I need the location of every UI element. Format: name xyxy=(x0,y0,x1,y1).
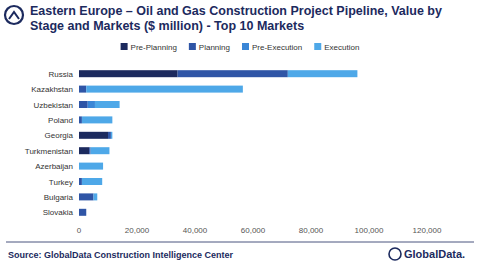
bar-segment xyxy=(86,209,87,216)
bar-segment xyxy=(79,101,88,108)
x-tick-label: 60,000 xyxy=(241,226,266,235)
legend-swatch xyxy=(189,43,196,50)
category-label: Azerbaijan xyxy=(35,162,73,171)
bar-segment xyxy=(110,132,111,139)
brand-icon xyxy=(389,248,401,260)
bar-segment xyxy=(79,70,178,77)
x-tick-label: 80,000 xyxy=(299,226,324,235)
legend-label: Execution xyxy=(324,43,359,52)
logo-mark xyxy=(9,12,19,19)
separator xyxy=(6,242,474,243)
bar-segment xyxy=(95,101,120,108)
chart: Eastern Europe – Oil and Gas Constructio… xyxy=(0,0,480,270)
x-tick-label: 0 xyxy=(77,226,82,235)
bar-segment xyxy=(94,193,98,200)
bar-segment xyxy=(89,147,90,154)
x-tick-label: 100,000 xyxy=(355,226,384,235)
x-tick xyxy=(427,220,428,222)
x-tick xyxy=(253,220,254,222)
bar-segment xyxy=(79,86,86,93)
bar-segment xyxy=(82,116,112,123)
legend-item: Pre-Planning xyxy=(121,43,177,52)
x-tick xyxy=(137,220,138,222)
bar-segment xyxy=(79,147,89,154)
legend-label: Pre-Execution xyxy=(252,43,302,52)
legend-item: Pre-Execution xyxy=(242,43,302,52)
category-label: Turkmenistan xyxy=(25,147,73,156)
bar-segment xyxy=(88,101,95,108)
legend-swatch xyxy=(314,43,321,50)
title: Eastern Europe – Oil and Gas Constructio… xyxy=(30,4,442,33)
bars xyxy=(79,70,357,216)
bar-segment xyxy=(86,209,87,216)
x-tick-label: 20,000 xyxy=(125,226,150,235)
brand: GlobalData. xyxy=(404,248,465,260)
x-tick xyxy=(311,220,312,222)
bar-segment xyxy=(178,70,288,77)
bar-segment xyxy=(86,86,243,93)
category-label: Georgia xyxy=(45,131,74,140)
category-label: Slovakia xyxy=(43,208,74,217)
bar-segment xyxy=(79,178,82,185)
category-label: Turkey xyxy=(49,178,73,187)
x-tick xyxy=(369,220,370,222)
legend: Pre-Planning Planning Pre-Execution Executi… xyxy=(121,43,360,52)
legend-item: Execution xyxy=(314,43,359,52)
bar-segment xyxy=(108,132,111,139)
bar-segment xyxy=(79,193,94,200)
legend-swatch xyxy=(121,43,128,50)
logo-icon xyxy=(5,6,23,24)
legend-label: Pre-Planning xyxy=(131,43,177,52)
legend-item: Planning xyxy=(189,43,230,52)
bar-segment xyxy=(79,116,82,123)
title-line: Stage and Markets ($ million) - Top 10 M… xyxy=(30,19,304,33)
x-tick xyxy=(195,220,196,222)
bar-segment xyxy=(79,163,103,170)
bar-segment xyxy=(91,147,110,154)
x-tick xyxy=(79,220,80,222)
category-label: Uzbekistan xyxy=(33,101,73,110)
bar-segment xyxy=(79,209,86,216)
category-label: Bulgaria xyxy=(44,193,74,202)
background xyxy=(0,0,480,270)
category-label: Kazakhstan xyxy=(31,85,73,94)
category-label: Russia xyxy=(49,70,74,79)
category-label: Poland xyxy=(48,116,73,125)
legend-swatch xyxy=(242,43,249,50)
bar-segment xyxy=(111,132,112,139)
title-line: Eastern Europe – Oil and Gas Constructio… xyxy=(30,4,442,18)
bar-segment xyxy=(288,70,358,77)
bar-segment xyxy=(79,132,108,139)
source: Source: GlobalData Construction Intellig… xyxy=(8,250,234,260)
logo-ring xyxy=(5,6,23,24)
bar-segment xyxy=(82,178,102,185)
x-tick-label: 40,000 xyxy=(183,226,208,235)
x-tick-label: 120,000 xyxy=(413,226,442,235)
legend-label: Planning xyxy=(199,43,230,52)
